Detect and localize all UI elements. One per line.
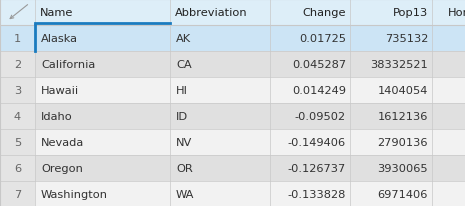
Text: 6: 6 — [14, 163, 21, 173]
Bar — [35, 26, 170, 52]
Bar — [0, 78, 35, 103]
Text: 0.045287: 0.045287 — [292, 60, 346, 70]
Bar — [35, 181, 170, 206]
Bar — [0, 181, 35, 206]
Bar — [170, 52, 270, 78]
Text: 1612136: 1612136 — [378, 111, 428, 121]
Bar — [170, 78, 270, 103]
Bar — [170, 129, 270, 155]
Text: CA: CA — [176, 60, 192, 70]
Text: Oregon: Oregon — [41, 163, 83, 173]
Text: Washington: Washington — [41, 189, 108, 199]
Text: 3: 3 — [14, 85, 21, 96]
Bar — [0, 129, 35, 155]
Text: NV: NV — [176, 137, 192, 147]
Text: -0.126737: -0.126737 — [288, 163, 346, 173]
Text: 38332521: 38332521 — [370, 60, 428, 70]
Bar — [0, 0, 465, 26]
Bar — [35, 52, 170, 78]
Bar — [270, 26, 350, 52]
Bar — [432, 52, 465, 78]
Text: Idaho: Idaho — [41, 111, 73, 121]
Bar — [432, 155, 465, 181]
Bar — [350, 181, 432, 206]
Bar — [432, 103, 465, 129]
Bar — [270, 129, 350, 155]
Text: -0.133828: -0.133828 — [288, 189, 346, 199]
Bar — [35, 103, 170, 129]
Text: Abbreviation: Abbreviation — [175, 8, 248, 18]
Text: OR: OR — [176, 163, 193, 173]
Text: 2: 2 — [14, 60, 21, 70]
Text: AK: AK — [176, 34, 191, 44]
Bar — [35, 155, 170, 181]
Bar — [432, 26, 465, 52]
Bar — [270, 78, 350, 103]
Text: Hawaii: Hawaii — [41, 85, 79, 96]
Bar — [350, 78, 432, 103]
Bar — [0, 103, 35, 129]
Bar — [350, 155, 432, 181]
Text: Alaska: Alaska — [41, 34, 78, 44]
Bar — [170, 181, 270, 206]
Text: -0.09502: -0.09502 — [295, 111, 346, 121]
Text: 3930065: 3930065 — [378, 163, 428, 173]
Bar — [0, 52, 35, 78]
Text: 1: 1 — [14, 34, 21, 44]
Text: 6971406: 6971406 — [378, 189, 428, 199]
Bar — [270, 181, 350, 206]
Text: Change: Change — [303, 8, 346, 18]
Bar — [350, 103, 432, 129]
Bar — [350, 26, 432, 52]
Bar — [350, 129, 432, 155]
Bar — [170, 26, 270, 52]
Bar — [432, 129, 465, 155]
Bar — [432, 181, 465, 206]
Text: 7: 7 — [14, 189, 21, 199]
Bar — [0, 155, 35, 181]
Text: 5: 5 — [14, 137, 21, 147]
Text: Name: Name — [40, 8, 73, 18]
Text: 0.01725: 0.01725 — [299, 34, 346, 44]
Text: California: California — [41, 60, 95, 70]
Bar — [170, 155, 270, 181]
Text: HI: HI — [176, 85, 188, 96]
Bar — [350, 52, 432, 78]
Bar — [0, 26, 35, 52]
Text: 0.014249: 0.014249 — [292, 85, 346, 96]
Bar — [35, 129, 170, 155]
Text: 735132: 735132 — [385, 34, 428, 44]
Bar — [432, 78, 465, 103]
Bar — [170, 103, 270, 129]
Text: 2790136: 2790136 — [378, 137, 428, 147]
Text: ID: ID — [176, 111, 188, 121]
Text: Homeless13: Homeless13 — [448, 8, 465, 18]
Bar — [270, 52, 350, 78]
Bar — [35, 78, 170, 103]
Text: -0.149406: -0.149406 — [288, 137, 346, 147]
Text: Pop13: Pop13 — [393, 8, 428, 18]
Text: WA: WA — [176, 189, 194, 199]
Bar — [270, 103, 350, 129]
Text: 4: 4 — [14, 111, 21, 121]
Text: 1404054: 1404054 — [378, 85, 428, 96]
Text: Nevada: Nevada — [41, 137, 84, 147]
Bar — [270, 155, 350, 181]
